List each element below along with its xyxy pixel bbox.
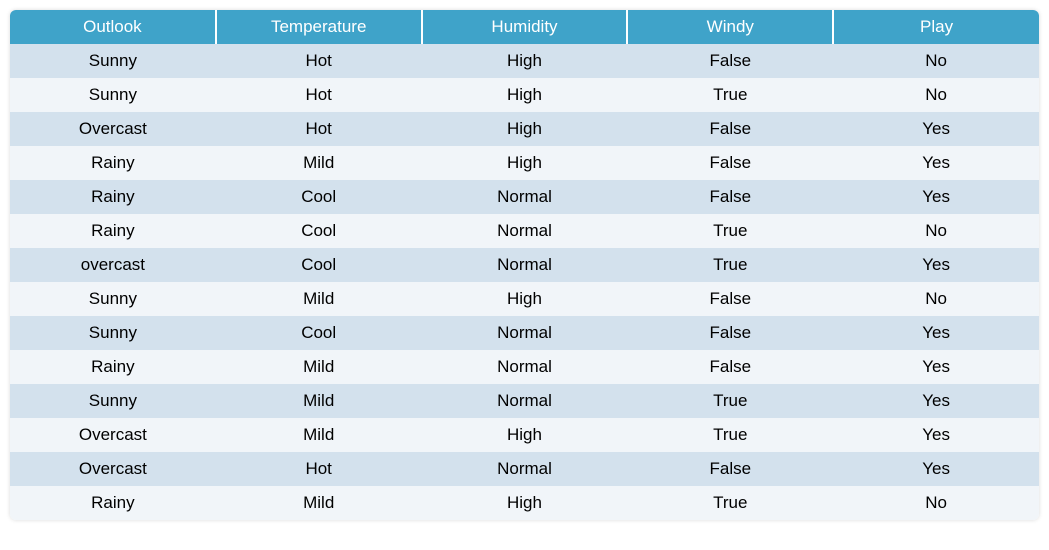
table-row: OvercastMildHighTrueYes <box>10 418 1039 452</box>
table-cell: Mild <box>216 146 422 180</box>
table-row: SunnyCoolNormalFalseYes <box>10 316 1039 350</box>
table-cell: False <box>627 180 833 214</box>
table-cell: Sunny <box>10 282 216 316</box>
table-head: Outlook Temperature Humidity Windy Play <box>10 10 1039 44</box>
table-row: SunnyMildNormalTrueYes <box>10 384 1039 418</box>
table-cell: Yes <box>833 112 1039 146</box>
col-header: Humidity <box>422 10 628 44</box>
table-row: RainyCoolNormalTrueNo <box>10 214 1039 248</box>
table-cell: Sunny <box>10 78 216 112</box>
table-row: SunnyMildHighFalseNo <box>10 282 1039 316</box>
table-cell: High <box>422 78 628 112</box>
table-cell: High <box>422 44 628 78</box>
table-cell: False <box>627 316 833 350</box>
table-row: RainyCoolNormalFalseYes <box>10 180 1039 214</box>
data-table: Outlook Temperature Humidity Windy Play … <box>10 10 1039 520</box>
table-cell: Hot <box>216 78 422 112</box>
table-cell: Mild <box>216 418 422 452</box>
table-row: RainyMildHighTrueNo <box>10 486 1039 520</box>
table-cell: Mild <box>216 282 422 316</box>
table-cell: Cool <box>216 248 422 282</box>
table-cell: Rainy <box>10 350 216 384</box>
table-cell: False <box>627 44 833 78</box>
table-cell: Yes <box>833 350 1039 384</box>
table-row: RainyMildNormalFalseYes <box>10 350 1039 384</box>
table-cell: Yes <box>833 180 1039 214</box>
table-cell: Cool <box>216 316 422 350</box>
table-cell: Normal <box>422 248 628 282</box>
table-cell: High <box>422 112 628 146</box>
table-cell: True <box>627 384 833 418</box>
table-cell: Rainy <box>10 146 216 180</box>
table-cell: Yes <box>833 418 1039 452</box>
table-cell: Yes <box>833 384 1039 418</box>
table-cell: High <box>422 146 628 180</box>
table-cell: False <box>627 112 833 146</box>
table-cell: Yes <box>833 452 1039 486</box>
table-cell: Sunny <box>10 44 216 78</box>
col-header: Temperature <box>216 10 422 44</box>
table-cell: Rainy <box>10 214 216 248</box>
table-cell: False <box>627 350 833 384</box>
table-cell: Rainy <box>10 486 216 520</box>
table-cell: High <box>422 418 628 452</box>
table-cell: High <box>422 282 628 316</box>
table-cell: Mild <box>216 486 422 520</box>
table-cell: Normal <box>422 350 628 384</box>
table-cell: True <box>627 418 833 452</box>
table-cell: Normal <box>422 452 628 486</box>
col-header: Play <box>833 10 1039 44</box>
table-cell: Cool <box>216 214 422 248</box>
table-cell: Normal <box>422 180 628 214</box>
table-cell: Hot <box>216 44 422 78</box>
table-cell: Overcast <box>10 452 216 486</box>
table-row: OvercastHotNormalFalseYes <box>10 452 1039 486</box>
data-table-wrap: Outlook Temperature Humidity Windy Play … <box>10 10 1039 520</box>
table-cell: High <box>422 486 628 520</box>
table-cell: No <box>833 44 1039 78</box>
table-cell: Yes <box>833 316 1039 350</box>
table-cell: Overcast <box>10 112 216 146</box>
table-cell: Hot <box>216 452 422 486</box>
table-cell: overcast <box>10 248 216 282</box>
table-cell: No <box>833 282 1039 316</box>
header-row: Outlook Temperature Humidity Windy Play <box>10 10 1039 44</box>
table-cell: True <box>627 486 833 520</box>
table-cell: False <box>627 146 833 180</box>
table-row: OvercastHotHighFalseYes <box>10 112 1039 146</box>
table-cell: Overcast <box>10 418 216 452</box>
table-cell: True <box>627 78 833 112</box>
table-cell: False <box>627 452 833 486</box>
table-row: SunnyHotHighTrueNo <box>10 78 1039 112</box>
table-cell: False <box>627 282 833 316</box>
table-cell: No <box>833 78 1039 112</box>
table-row: RainyMildHighFalseYes <box>10 146 1039 180</box>
table-cell: Cool <box>216 180 422 214</box>
table-cell: True <box>627 214 833 248</box>
col-header: Outlook <box>10 10 216 44</box>
table-cell: Rainy <box>10 180 216 214</box>
table-cell: True <box>627 248 833 282</box>
table-cell: Hot <box>216 112 422 146</box>
table-cell: Mild <box>216 384 422 418</box>
table-row: overcastCoolNormalTrueYes <box>10 248 1039 282</box>
table-cell: Sunny <box>10 316 216 350</box>
table-cell: No <box>833 486 1039 520</box>
table-cell: No <box>833 214 1039 248</box>
table-cell: Normal <box>422 214 628 248</box>
table-cell: Normal <box>422 316 628 350</box>
table-cell: Yes <box>833 146 1039 180</box>
table-cell: Normal <box>422 384 628 418</box>
col-header: Windy <box>627 10 833 44</box>
table-body: SunnyHotHighFalseNoSunnyHotHighTrueNoOve… <box>10 44 1039 520</box>
table-row: SunnyHotHighFalseNo <box>10 44 1039 78</box>
table-cell: Sunny <box>10 384 216 418</box>
table-cell: Mild <box>216 350 422 384</box>
table-cell: Yes <box>833 248 1039 282</box>
